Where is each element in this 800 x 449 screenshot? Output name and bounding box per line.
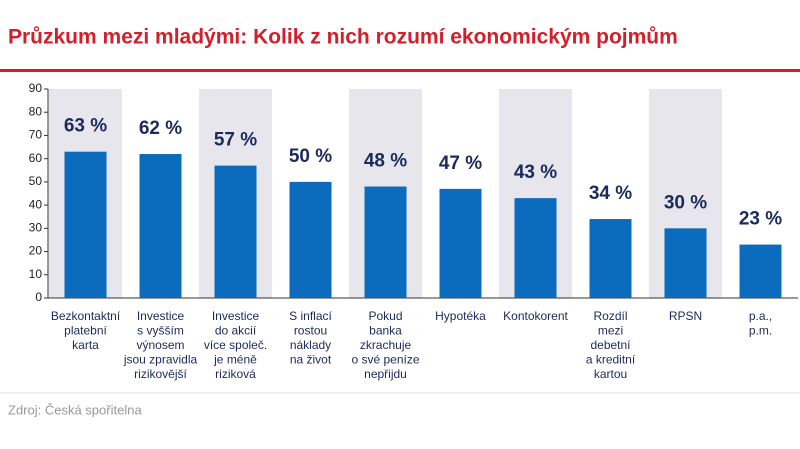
x-tick-label: Pokud bbox=[368, 309, 402, 323]
x-tick-label: do akcií bbox=[215, 324, 257, 338]
x-tick-label: Bezkontaktní bbox=[51, 309, 121, 323]
bar bbox=[64, 151, 107, 298]
bar bbox=[589, 219, 632, 298]
x-tick-label: Rozdíl bbox=[593, 309, 627, 323]
value-label: 48 % bbox=[364, 151, 407, 172]
x-tick-label: více společ. bbox=[204, 338, 267, 352]
x-tick-label: nepřijdu bbox=[364, 367, 407, 381]
x-tick-label: Investice bbox=[137, 309, 185, 323]
x-tick-label: rostou bbox=[294, 324, 327, 338]
bar bbox=[664, 228, 707, 298]
value-label: 43 % bbox=[514, 162, 557, 183]
x-tick-label: riziková bbox=[215, 367, 256, 381]
x-tick-label: s vyšším bbox=[137, 324, 184, 338]
x-tick-label: je méně bbox=[213, 353, 257, 367]
y-tick-label: 40 bbox=[29, 197, 43, 211]
x-tick-label: banka bbox=[369, 324, 402, 338]
x-tick-label: náklady bbox=[290, 338, 331, 352]
bar bbox=[364, 186, 407, 298]
x-tick-label: mezi bbox=[598, 324, 623, 338]
x-tick-label: Kontokorent bbox=[503, 309, 568, 323]
x-tick-label: p.a., bbox=[749, 309, 772, 323]
x-tick-label: platební bbox=[64, 324, 107, 338]
x-tick-label: výnosem bbox=[136, 338, 184, 352]
value-label: 63 % bbox=[64, 116, 107, 137]
x-tick-label: p.m. bbox=[749, 324, 772, 338]
y-tick-label: 30 bbox=[29, 221, 43, 235]
y-tick-label: 0 bbox=[35, 290, 42, 304]
x-tick-label: kartou bbox=[594, 367, 627, 381]
chart-title: Průzkum mezi mladými: Kolik z nich rozum… bbox=[8, 26, 678, 49]
y-tick-label: 10 bbox=[29, 267, 43, 281]
value-label: 57 % bbox=[214, 130, 257, 151]
y-tick-label: 70 bbox=[29, 128, 43, 142]
x-tick-label: na život bbox=[290, 353, 332, 367]
y-tick-label: 60 bbox=[29, 151, 43, 165]
bar bbox=[289, 181, 332, 298]
x-tick-label: a kreditní bbox=[586, 353, 636, 367]
bar bbox=[139, 154, 182, 298]
y-tick-label: 50 bbox=[29, 174, 43, 188]
x-tick-label: Investice bbox=[212, 309, 260, 323]
x-tick-label: karta bbox=[72, 338, 99, 352]
x-tick-label: RPSN bbox=[669, 309, 702, 323]
y-tick-label: 20 bbox=[29, 244, 43, 258]
x-tick-label: rizikovější bbox=[134, 367, 187, 381]
value-label: 34 % bbox=[589, 183, 632, 204]
source: Zdroj: Česká spořitelna bbox=[8, 402, 142, 417]
title-rule bbox=[0, 69, 800, 72]
x-tick-label: debetní bbox=[590, 338, 631, 352]
x-tick-label: o své peníze bbox=[351, 353, 419, 367]
bar bbox=[439, 188, 482, 298]
bar bbox=[514, 198, 557, 298]
x-tick-label: jsou zpravidla bbox=[123, 353, 198, 367]
y-tick-label: 80 bbox=[29, 104, 43, 118]
bar bbox=[739, 244, 782, 298]
y-tick-label: 90 bbox=[29, 81, 43, 95]
value-label: 30 % bbox=[664, 192, 707, 213]
value-label: 23 % bbox=[739, 209, 782, 230]
value-label: 47 % bbox=[439, 153, 482, 174]
value-label: 50 % bbox=[289, 146, 332, 167]
x-tick-label: Hypotéka bbox=[435, 309, 486, 323]
bar bbox=[214, 165, 257, 298]
value-label: 62 % bbox=[139, 118, 182, 139]
x-tick-label: S inflací bbox=[289, 309, 332, 323]
x-tick-label: zkrachuje bbox=[360, 338, 412, 352]
